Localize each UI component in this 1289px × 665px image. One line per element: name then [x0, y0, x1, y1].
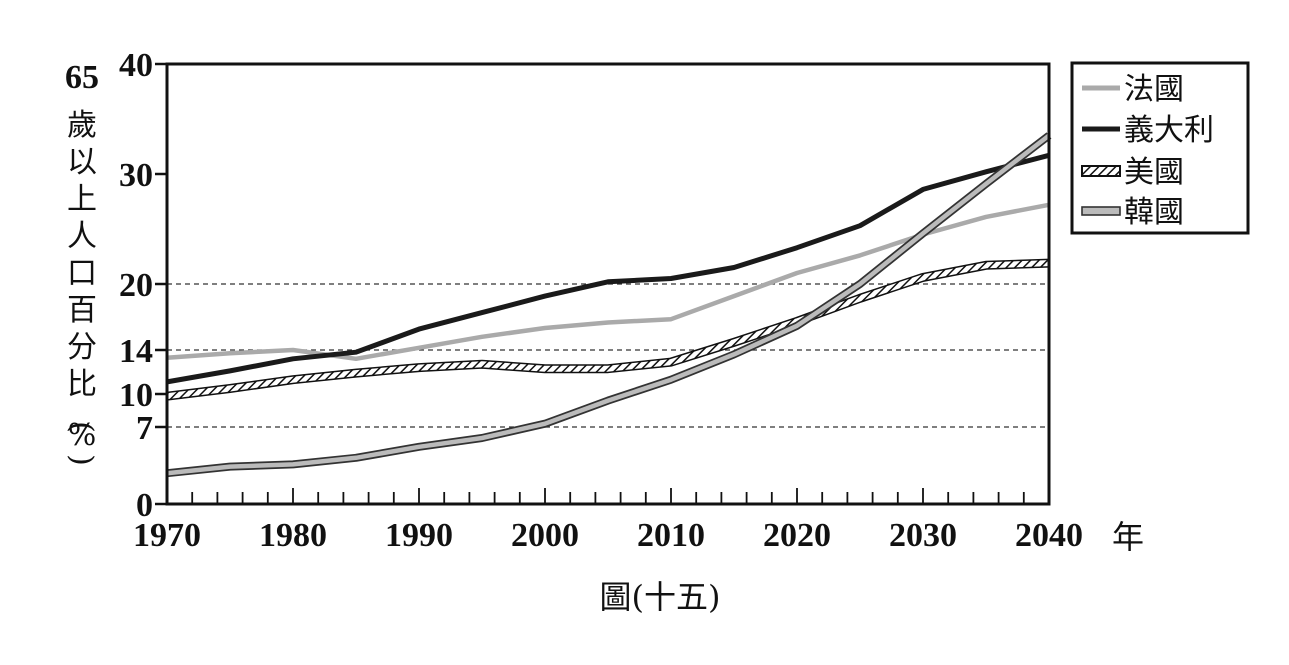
x-tick-label: 2010 — [637, 517, 705, 554]
x-tick-label: 1970 — [133, 517, 201, 554]
y-tick-label: 10 — [119, 377, 153, 414]
y-axis-title-char: 上 — [67, 182, 97, 217]
series-line-1 — [166, 202, 1050, 362]
y-axis-title-char: ( — [64, 421, 99, 433]
y-axis-title-char: 口 — [67, 256, 97, 291]
y-tick-label: 40 — [119, 47, 153, 84]
y-tick-label: 20 — [119, 267, 153, 304]
y-axis-title-char: 以 — [67, 145, 97, 180]
legend-label: 義大利 — [1124, 113, 1214, 148]
legend-box — [1070, 61, 1250, 235]
y-axis-title-char: 分 — [67, 330, 97, 365]
legend-item: 法國 — [1082, 72, 1184, 107]
legend-item: 美國 — [1081, 155, 1184, 190]
legend-item: 義大利 — [1082, 113, 1214, 148]
y-tick-label: 30 — [119, 157, 153, 194]
x-tick-label: 2040 — [1015, 517, 1083, 554]
series-path — [166, 133, 1051, 476]
plot-frame — [165, 62, 1051, 506]
x-axis-unit: 年 — [1112, 518, 1144, 556]
series-path — [166, 260, 1050, 400]
x-axis: 1970 1980 1990 2000 2010 2020 2030 2040 — [133, 488, 1083, 554]
x-tick-label: 1980 — [259, 517, 327, 554]
series-layer — [166, 132, 1052, 478]
y-axis-title-char: 比 — [67, 367, 97, 402]
series-path-outline — [166, 132, 1052, 478]
y-axis-title-char: % — [68, 418, 97, 453]
x-tick-label: 2000 — [511, 517, 579, 554]
series-path — [166, 152, 1050, 385]
x-tick-label: 2020 — [763, 517, 831, 554]
legend-label: 法國 — [1124, 72, 1184, 107]
legend-label: 美國 — [1124, 155, 1184, 190]
y-tick-label: 0 — [136, 487, 153, 524]
y-axis-title-char: 百 — [67, 293, 97, 328]
x-tick-label: 1990 — [385, 517, 453, 554]
reference-gridlines — [167, 283, 1049, 428]
series-path — [166, 202, 1050, 362]
legend-item: 韓國 — [1081, 195, 1184, 230]
y-tick-label: 7 — [136, 410, 153, 447]
series-line-4 — [166, 132, 1052, 478]
legend-swatch — [1081, 206, 1121, 216]
x-tick-label: 2030 — [889, 517, 957, 554]
series-line-3 — [166, 258, 1050, 401]
legend-swatch — [1081, 165, 1121, 177]
legend-label: 韓國 — [1124, 195, 1184, 230]
y-tick-label: 14 — [119, 333, 153, 370]
y-axis-title-char: 歲 — [67, 108, 97, 143]
series-line-2 — [166, 152, 1050, 385]
y-axis-title-number: 65 — [65, 59, 99, 96]
figure-caption: 圖(十五) — [600, 578, 721, 616]
y-axis-title-char: 人 — [67, 219, 97, 254]
y-axis-title-char: ) — [64, 454, 99, 466]
